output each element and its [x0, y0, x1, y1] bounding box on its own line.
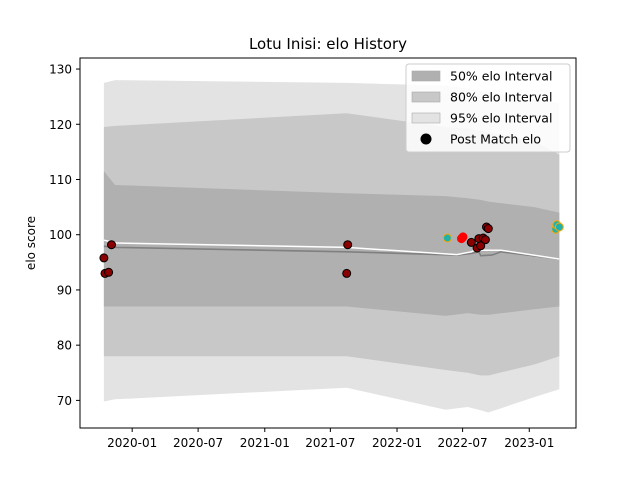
post-match-point: [343, 240, 353, 250]
post-match-point: [342, 268, 352, 278]
x-tick-label: 2021-01: [240, 436, 290, 450]
plot-area: [79, 57, 577, 429]
post-match-point: [480, 235, 490, 245]
y-axis-label: elo score: [24, 216, 38, 270]
y-tick-label: 100: [49, 228, 72, 242]
y-tick-label: 90: [57, 283, 72, 297]
legend-swatch: [411, 91, 441, 103]
post-match-point: [554, 222, 564, 232]
post-match-point: [458, 232, 468, 242]
x-tick-label: 2023-01: [504, 436, 554, 450]
legend-label: 80% elo Interval: [450, 90, 552, 105]
post-match-point: [99, 253, 109, 263]
interval-bands: [103, 80, 560, 413]
post-match-point: [476, 241, 486, 251]
y-tick-label: 130: [49, 63, 72, 77]
post-match-points: [99, 220, 564, 278]
post-match-point: [466, 237, 476, 247]
x-axis: 2020-01 2020-07 2021-01 2021-07 2022-01 2022-…: [107, 428, 554, 450]
x-tick-label: 2020-07: [173, 436, 223, 450]
elo-line-1: [103, 245, 560, 260]
chart-title: Lotu Inisi: elo History: [249, 35, 407, 53]
y-tick-label: 120: [49, 118, 72, 132]
legend-swatch: [411, 112, 441, 124]
y-axis: 70 80 90 100 110 120 130: [49, 63, 80, 408]
post-match-point: [442, 233, 452, 243]
legend-label: 50% elo Interval: [450, 69, 552, 84]
post-match-point: [107, 240, 116, 250]
legend-marker: [420, 133, 432, 145]
x-tick-label: 2021-07: [305, 436, 355, 450]
post-match-point: [104, 267, 114, 277]
legend-box: [405, 63, 571, 153]
x-tick-label: 2022-01: [372, 436, 422, 450]
interval-band-3: [103, 171, 560, 316]
post-match-point: [483, 224, 493, 234]
legend-label: Post Match elo: [450, 132, 541, 147]
y-tick-label: 110: [49, 173, 72, 187]
legend: 50% elo Interval 80% elo Interval 95% elo …: [405, 63, 571, 153]
x-tick-label: 2022-07: [438, 436, 488, 450]
y-tick-label: 70: [57, 394, 72, 408]
legend-swatch: [411, 70, 441, 82]
x-tick-label: 2020-01: [107, 436, 157, 450]
y-tick-label: 80: [57, 339, 72, 353]
legend-label: 95% elo Interval: [450, 111, 552, 126]
plot-frame: [79, 57, 577, 429]
